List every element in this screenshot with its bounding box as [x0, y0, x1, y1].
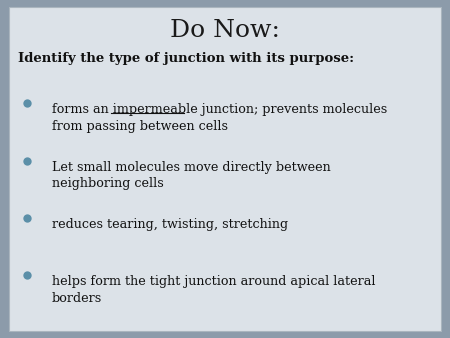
Text: forms an impermeable junction; prevents molecules
from passing between cells: forms an impermeable junction; prevents … — [52, 103, 387, 132]
FancyBboxPatch shape — [9, 7, 441, 331]
Text: Let small molecules move directly between
neighboring cells: Let small molecules move directly betwee… — [52, 161, 330, 190]
Text: reduces tearing, twisting, stretching: reduces tearing, twisting, stretching — [52, 218, 288, 231]
Text: helps form the tight junction around apical lateral
borders: helps form the tight junction around api… — [52, 275, 375, 305]
Text: Do Now:: Do Now: — [170, 19, 280, 42]
Text: Identify the type of junction with its purpose:: Identify the type of junction with its p… — [18, 52, 354, 65]
